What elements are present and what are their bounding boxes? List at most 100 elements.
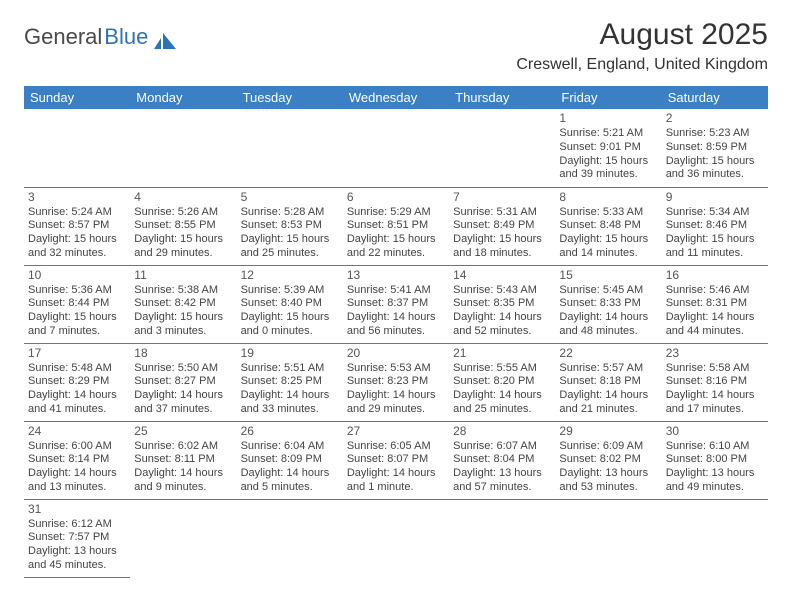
daylight-line: Daylight: 14 hours and 56 minutes. bbox=[347, 311, 445, 339]
sunrise-line: Sunrise: 6:00 AM bbox=[28, 440, 126, 454]
header: GeneralBlue August 2025 Creswell, Englan… bbox=[24, 18, 768, 74]
calendar-cell bbox=[343, 109, 449, 187]
calendar-cell: 16Sunrise: 5:46 AMSunset: 8:31 PMDayligh… bbox=[662, 265, 768, 343]
sunrise-line: Sunrise: 6:12 AM bbox=[28, 518, 126, 532]
calendar-cell bbox=[24, 109, 130, 187]
sunrise-line: Sunrise: 5:28 AM bbox=[241, 206, 339, 220]
day-number: 16 bbox=[666, 268, 764, 283]
calendar-cell: 4Sunrise: 5:26 AMSunset: 8:55 PMDaylight… bbox=[130, 187, 236, 265]
day-number: 29 bbox=[559, 424, 657, 439]
daylight-line: Daylight: 15 hours and 0 minutes. bbox=[241, 311, 339, 339]
sunset-line: Sunset: 8:18 PM bbox=[559, 375, 657, 389]
calendar-cell: 25Sunrise: 6:02 AMSunset: 8:11 PMDayligh… bbox=[130, 421, 236, 499]
day-number: 6 bbox=[347, 190, 445, 205]
sunrise-line: Sunrise: 5:58 AM bbox=[666, 362, 764, 376]
sunset-line: Sunset: 8:00 PM bbox=[666, 453, 764, 467]
daylight-line: Daylight: 15 hours and 14 minutes. bbox=[559, 233, 657, 261]
calendar-row: 3Sunrise: 5:24 AMSunset: 8:57 PMDaylight… bbox=[24, 187, 768, 265]
daylight-line: Daylight: 15 hours and 39 minutes. bbox=[559, 155, 657, 183]
day-header: Wednesday bbox=[343, 86, 449, 109]
calendar-cell: 27Sunrise: 6:05 AMSunset: 8:07 PMDayligh… bbox=[343, 421, 449, 499]
logo: GeneralBlue bbox=[24, 24, 176, 50]
sunset-line: Sunset: 8:16 PM bbox=[666, 375, 764, 389]
calendar-cell: 18Sunrise: 5:50 AMSunset: 8:27 PMDayligh… bbox=[130, 343, 236, 421]
daylight-line: Daylight: 13 hours and 49 minutes. bbox=[666, 467, 764, 495]
daylight-line: Daylight: 15 hours and 36 minutes. bbox=[666, 155, 764, 183]
daylight-line: Daylight: 14 hours and 37 minutes. bbox=[134, 389, 232, 417]
sunrise-line: Sunrise: 5:51 AM bbox=[241, 362, 339, 376]
day-number: 15 bbox=[559, 268, 657, 283]
calendar-cell: 19Sunrise: 5:51 AMSunset: 8:25 PMDayligh… bbox=[237, 343, 343, 421]
logo-text-blue: Blue bbox=[104, 24, 148, 50]
sunrise-line: Sunrise: 5:41 AM bbox=[347, 284, 445, 298]
calendar-cell bbox=[449, 109, 555, 187]
sunrise-line: Sunrise: 5:48 AM bbox=[28, 362, 126, 376]
daylight-line: Daylight: 15 hours and 7 minutes. bbox=[28, 311, 126, 339]
sunset-line: Sunset: 8:53 PM bbox=[241, 219, 339, 233]
sunrise-line: Sunrise: 5:46 AM bbox=[666, 284, 764, 298]
sunset-line: Sunset: 8:09 PM bbox=[241, 453, 339, 467]
daylight-line: Daylight: 14 hours and 1 minute. bbox=[347, 467, 445, 495]
sunset-line: Sunset: 8:04 PM bbox=[453, 453, 551, 467]
sunrise-line: Sunrise: 5:55 AM bbox=[453, 362, 551, 376]
sunrise-line: Sunrise: 5:23 AM bbox=[666, 127, 764, 141]
sunset-line: Sunset: 8:40 PM bbox=[241, 297, 339, 311]
calendar-row: 10Sunrise: 5:36 AMSunset: 8:44 PMDayligh… bbox=[24, 265, 768, 343]
daylight-line: Daylight: 14 hours and 29 minutes. bbox=[347, 389, 445, 417]
day-number: 2 bbox=[666, 111, 764, 126]
day-header: Friday bbox=[555, 86, 661, 109]
daylight-line: Daylight: 15 hours and 3 minutes. bbox=[134, 311, 232, 339]
calendar-cell bbox=[237, 499, 343, 577]
calendar-cell: 22Sunrise: 5:57 AMSunset: 8:18 PMDayligh… bbox=[555, 343, 661, 421]
day-number: 24 bbox=[28, 424, 126, 439]
calendar-cell bbox=[449, 499, 555, 577]
sail-icon bbox=[154, 29, 176, 45]
sunset-line: Sunset: 7:57 PM bbox=[28, 531, 126, 545]
sunrise-line: Sunrise: 5:50 AM bbox=[134, 362, 232, 376]
month-title: August 2025 bbox=[516, 18, 768, 52]
calendar-cell: 15Sunrise: 5:45 AMSunset: 8:33 PMDayligh… bbox=[555, 265, 661, 343]
sunrise-line: Sunrise: 6:09 AM bbox=[559, 440, 657, 454]
day-number: 14 bbox=[453, 268, 551, 283]
sunset-line: Sunset: 8:23 PM bbox=[347, 375, 445, 389]
title-block: August 2025 Creswell, England, United Ki… bbox=[516, 18, 768, 74]
calendar-table: SundayMondayTuesdayWednesdayThursdayFrid… bbox=[24, 86, 768, 578]
sunrise-line: Sunrise: 6:04 AM bbox=[241, 440, 339, 454]
sunset-line: Sunset: 8:59 PM bbox=[666, 141, 764, 155]
day-number: 3 bbox=[28, 190, 126, 205]
daylight-line: Daylight: 13 hours and 57 minutes. bbox=[453, 467, 551, 495]
calendar-cell: 31Sunrise: 6:12 AMSunset: 7:57 PMDayligh… bbox=[24, 499, 130, 577]
daylight-line: Daylight: 14 hours and 25 minutes. bbox=[453, 389, 551, 417]
calendar-cell: 7Sunrise: 5:31 AMSunset: 8:49 PMDaylight… bbox=[449, 187, 555, 265]
daylight-line: Daylight: 14 hours and 13 minutes. bbox=[28, 467, 126, 495]
day-number: 19 bbox=[241, 346, 339, 361]
day-number: 8 bbox=[559, 190, 657, 205]
sunrise-line: Sunrise: 5:36 AM bbox=[28, 284, 126, 298]
calendar-cell: 12Sunrise: 5:39 AMSunset: 8:40 PMDayligh… bbox=[237, 265, 343, 343]
sunrise-line: Sunrise: 5:26 AM bbox=[134, 206, 232, 220]
calendar-cell bbox=[343, 499, 449, 577]
sunrise-line: Sunrise: 6:10 AM bbox=[666, 440, 764, 454]
calendar-cell: 10Sunrise: 5:36 AMSunset: 8:44 PMDayligh… bbox=[24, 265, 130, 343]
sunrise-line: Sunrise: 6:05 AM bbox=[347, 440, 445, 454]
sunrise-line: Sunrise: 5:57 AM bbox=[559, 362, 657, 376]
daylight-line: Daylight: 15 hours and 32 minutes. bbox=[28, 233, 126, 261]
calendar-cell: 24Sunrise: 6:00 AMSunset: 8:14 PMDayligh… bbox=[24, 421, 130, 499]
calendar-cell bbox=[662, 499, 768, 577]
daylight-line: Daylight: 14 hours and 52 minutes. bbox=[453, 311, 551, 339]
sunrise-line: Sunrise: 5:43 AM bbox=[453, 284, 551, 298]
sunset-line: Sunset: 8:29 PM bbox=[28, 375, 126, 389]
calendar-cell: 20Sunrise: 5:53 AMSunset: 8:23 PMDayligh… bbox=[343, 343, 449, 421]
daylight-line: Daylight: 13 hours and 53 minutes. bbox=[559, 467, 657, 495]
calendar-cell: 30Sunrise: 6:10 AMSunset: 8:00 PMDayligh… bbox=[662, 421, 768, 499]
day-number: 25 bbox=[134, 424, 232, 439]
day-number: 10 bbox=[28, 268, 126, 283]
calendar-cell: 9Sunrise: 5:34 AMSunset: 8:46 PMDaylight… bbox=[662, 187, 768, 265]
sunset-line: Sunset: 8:27 PM bbox=[134, 375, 232, 389]
calendar-cell: 23Sunrise: 5:58 AMSunset: 8:16 PMDayligh… bbox=[662, 343, 768, 421]
calendar-cell bbox=[130, 499, 236, 577]
sunrise-line: Sunrise: 5:45 AM bbox=[559, 284, 657, 298]
sunrise-line: Sunrise: 5:34 AM bbox=[666, 206, 764, 220]
sunrise-line: Sunrise: 5:53 AM bbox=[347, 362, 445, 376]
day-number: 7 bbox=[453, 190, 551, 205]
